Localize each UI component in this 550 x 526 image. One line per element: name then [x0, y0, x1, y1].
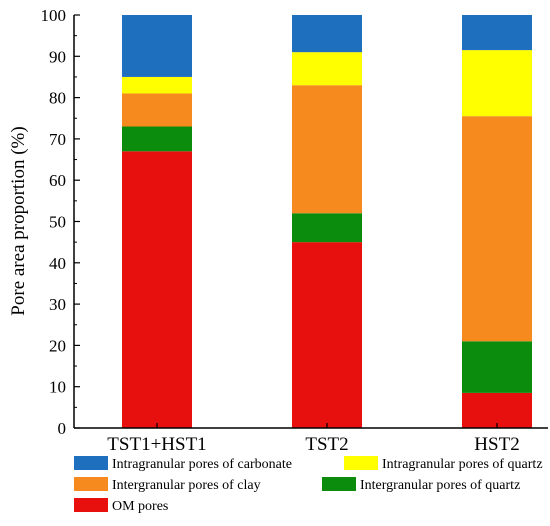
y-tick-label: 70 — [49, 130, 66, 149]
y-tick-label: 10 — [49, 378, 66, 397]
bar-segment-hst2-intergranular-pores-of-clay — [462, 116, 532, 342]
y-axis-title: Pore area proportion (%) — [8, 126, 29, 315]
y-tick-label: 40 — [49, 254, 66, 273]
bar-segment-tst1-hst1-om-pores — [122, 151, 192, 429]
legend-swatch-intragranular-pores-of-quartz — [344, 456, 378, 470]
bar-segment-tst2-intragranular-pores-of-quartz — [292, 52, 362, 86]
x-tick-label-hst2: HST2 — [474, 434, 519, 455]
legend-label-intragranular-pores-of-quartz: Intragranular pores of quartz — [382, 457, 543, 472]
bar-segment-hst2-intragranular-pores-of-carbonate — [462, 15, 532, 51]
bar-segment-hst2-om-pores — [462, 392, 532, 428]
y-tick-label: 100 — [41, 6, 67, 25]
y-tick-label: 20 — [49, 336, 66, 355]
legend-label-intergranular-pores-of-quartz: Intergranular pores of quartz — [360, 478, 520, 493]
y-ticks: 0 10 20 30 40 50 60 70 80 90 100 — [41, 6, 80, 438]
bar-segment-tst1-hst1-intergranular-pores-of-clay — [122, 93, 192, 127]
legend-swatch-intergranular-pores-of-clay — [74, 477, 108, 491]
y-tick-label: 30 — [49, 295, 66, 314]
legend-swatch-intergranular-pores-of-quartz — [322, 477, 356, 491]
bars-layer — [122, 15, 532, 429]
y-tick-label: 60 — [49, 171, 66, 190]
bar-segment-tst1-hst1-intergranular-pores-of-quartz — [122, 126, 192, 152]
bar-segment-tst2-intragranular-pores-of-carbonate — [292, 15, 362, 53]
y-tick-label: 80 — [49, 89, 66, 108]
bar-segment-hst2-intragranular-pores-of-quartz — [462, 50, 532, 117]
legend-label-intergranular-pores-of-clay: Intergranular pores of clay — [112, 478, 261, 493]
y-tick-label: 0 — [58, 419, 67, 438]
bar-segment-tst2-om-pores — [292, 242, 362, 428]
y-tick-label: 50 — [49, 213, 66, 232]
x-tick-label-tst1-hst1: TST1+HST1 — [107, 434, 206, 455]
bar-segment-tst2-intergranular-pores-of-quartz — [292, 213, 362, 243]
bar-segment-hst2-intergranular-pores-of-quartz — [462, 341, 532, 393]
legend-swatch-om-pores — [74, 498, 108, 512]
bar-segment-tst1-hst1-intragranular-pores-of-carbonate — [122, 15, 192, 77]
x-tick-label-tst2: TST2 — [305, 434, 348, 455]
legend-swatch-intragranular-pores-of-carbonate — [74, 456, 108, 470]
bar-segment-tst1-hst1-intragranular-pores-of-quartz — [122, 76, 192, 94]
legend-label-intragranular-pores-of-carbonate: Intragranular pores of carbonate — [112, 457, 292, 472]
legend-label-om-pores: OM pores — [112, 499, 168, 514]
legend: Intragranular pores of carbonate Intragra… — [74, 456, 543, 514]
x-tick-labels: TST1+HST1 TST2 HST2 — [107, 423, 520, 455]
bar-segment-tst2-intergranular-pores-of-clay — [292, 85, 362, 214]
y-tick-label: 90 — [49, 47, 66, 66]
